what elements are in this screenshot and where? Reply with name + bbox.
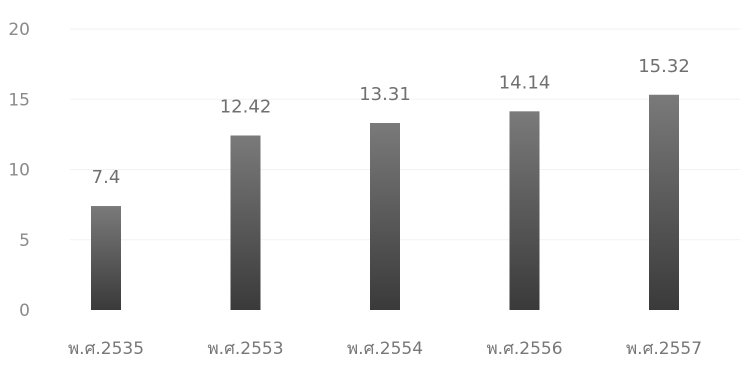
bar bbox=[649, 94, 679, 310]
y-tick-label: 10 bbox=[8, 161, 30, 181]
y-axis: 0 5 10 15 20 bbox=[8, 20, 30, 321]
y-tick-label: 15 bbox=[8, 90, 30, 110]
data-label: 13.31 bbox=[359, 84, 411, 105]
bar bbox=[370, 122, 400, 310]
data-label-layer: 7.4 12.42 13.31 14.14 15.32 bbox=[92, 56, 690, 188]
x-tick-label: พ.ศ.2557 bbox=[626, 339, 702, 359]
bar bbox=[509, 111, 540, 310]
y-tick-label: 0 bbox=[19, 301, 30, 321]
data-label: 15.32 bbox=[638, 56, 690, 77]
data-label: 12.42 bbox=[220, 96, 272, 117]
x-tick-label: พ.ศ.2553 bbox=[207, 339, 283, 359]
bar-layer bbox=[91, 94, 679, 310]
data-label: 7.4 bbox=[92, 167, 121, 188]
bar bbox=[91, 206, 121, 310]
data-label: 14.14 bbox=[499, 72, 551, 93]
grid-layer bbox=[70, 28, 740, 241]
x-tick-label: พ.ศ.2535 bbox=[68, 339, 144, 359]
bar bbox=[230, 135, 261, 310]
x-tick-label: พ.ศ.2554 bbox=[347, 339, 423, 359]
x-tick-label: พ.ศ.2556 bbox=[486, 339, 562, 359]
x-axis: พ.ศ.2535 พ.ศ.2553 พ.ศ.2554 พ.ศ.2556 พ.ศ.2557 bbox=[68, 339, 702, 359]
y-tick-label: 20 bbox=[8, 20, 30, 40]
y-tick-label: 5 bbox=[19, 231, 30, 251]
